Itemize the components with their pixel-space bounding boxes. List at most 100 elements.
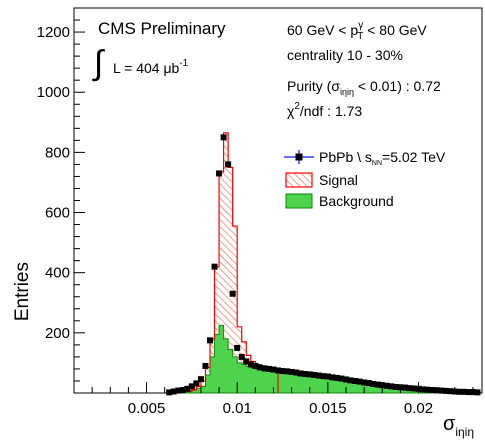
pt-range-label: 60 GeV < pγ T < 80 GeV [287,20,427,42]
signal-bin [241,341,247,365]
data-point [261,365,268,372]
data-point [420,386,427,393]
data-point [365,380,372,387]
data-point [374,381,381,388]
data-point [265,365,272,372]
signal-bin [237,326,242,363]
data-point [329,374,336,381]
data-point [379,382,386,389]
data-point [370,380,377,387]
background-histogram [177,324,442,394]
y-tick-label: 1200 [37,24,70,41]
data-point [288,368,295,375]
data-point [302,371,309,378]
experiment-label: CMS Preliminary [98,19,226,38]
svg-text:PbPb \ sNN=5.02 TeV: PbPb \ sNN=5.02 TeV [319,149,446,167]
data-point [220,134,227,141]
y-axis: 200 400 600 800 1000 1200 [37,19,85,382]
signal-bin [214,266,220,335]
integral-symbol: ∫ [92,44,105,82]
data-point [270,366,277,373]
legend-entry-signal: Signal [285,172,358,188]
data-point [361,379,368,386]
data-point [383,382,390,389]
data-point [406,385,413,392]
x-axis: 0.005 0.01 0.015 0.02 [91,382,474,417]
data-point [166,389,173,396]
data-point [456,388,463,395]
data-point [175,387,182,394]
data-point [320,373,327,380]
data-point [293,369,300,376]
data-point [225,161,232,168]
x-tick-label: 0.02 [404,400,433,417]
data-point [474,389,481,396]
signal-bin [200,380,206,387]
data-point [238,353,245,360]
x-axis-title: σiηiη [443,413,474,439]
data-point [229,290,236,297]
data-point [284,368,291,375]
data-point [188,383,195,390]
data-point [438,387,445,394]
data-point [333,374,340,381]
data-point [424,386,431,393]
data-point [411,385,417,392]
data-point [401,384,408,391]
x-tick-label: 0.01 [223,400,252,417]
signal-bin [219,171,224,326]
data-point [352,377,359,384]
data-point [311,371,318,378]
signal-bin [223,132,229,339]
signal-bin [228,167,233,350]
data-point [315,372,322,379]
data-point [338,375,345,382]
data-point [324,373,331,380]
chi2-label: χ2/ndf : 1.73 [287,101,362,119]
data-point [247,361,254,368]
data-point [279,368,286,375]
background-area [177,324,442,394]
signal-bin [210,338,215,357]
data-point [184,385,191,392]
x-tick-label: 0.005 [128,400,166,417]
signal-bin [205,367,210,375]
y-tick-label: 800 [45,144,70,161]
y-tick-label: 600 [45,205,70,222]
data-point [252,362,259,369]
luminosity-label: ∫ L = 404 μb-1 [92,44,189,82]
data-point [442,387,449,394]
data-point [447,388,454,395]
data-point [392,383,399,390]
purity-label: Purity (σiηiη < 0.01) : 0.72 [287,78,441,97]
data-point [275,367,281,374]
centrality-label: centrality 10 - 30% [287,47,403,63]
svg-text:Background: Background [319,193,394,209]
data-point [465,389,472,396]
data-point [170,388,177,395]
data-point [429,386,436,393]
data-point [256,364,263,371]
x-tick-label: 0.015 [309,400,347,417]
data-point [216,170,223,177]
data-point [388,383,395,390]
data-point [197,376,204,383]
data-point [297,370,304,377]
data-point [460,388,467,395]
data-point [202,362,209,369]
data-point [211,263,218,270]
y-tick-label: 200 [45,325,70,342]
legend-entry-data: PbPb \ sNN=5.02 TeV [284,149,446,167]
svg-text:Signal: Signal [319,172,358,188]
svg-text:L = 404 μb-1: L = 404 μb-1 [113,58,189,76]
legend-entry-background: Background [285,193,394,209]
data-point [234,344,241,351]
data-point [347,377,354,384]
y-tick-label: 1000 [37,84,70,101]
signal-bin [196,386,201,389]
data-point [243,358,250,365]
data-point [207,337,213,344]
data-point [306,371,313,378]
y-tick-label: 400 [45,265,70,282]
